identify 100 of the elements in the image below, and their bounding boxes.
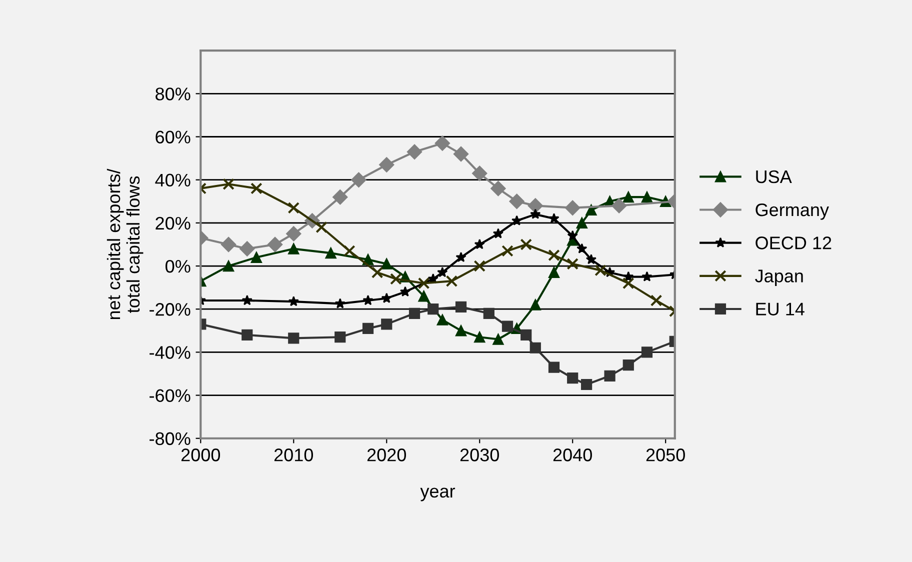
point <box>474 260 486 272</box>
point <box>222 178 234 190</box>
legend-label: OECD 12 <box>756 236 832 250</box>
y-tick-label: 60% <box>156 130 190 144</box>
x-tick-label: 2050 <box>646 448 685 462</box>
point <box>622 360 634 371</box>
point <box>641 346 653 358</box>
point <box>288 296 299 306</box>
point <box>455 325 467 336</box>
point <box>371 266 384 278</box>
point <box>586 254 597 264</box>
x-tick-label: 2000 <box>181 448 220 462</box>
x-tick-label: 2030 <box>460 448 499 462</box>
y-tick-label: -80% <box>150 432 190 446</box>
y-tick-label: -60% <box>150 389 190 402</box>
point <box>437 266 448 278</box>
legend-label: EU 14 <box>756 302 804 316</box>
point <box>446 275 458 287</box>
point <box>242 329 253 341</box>
point <box>492 334 504 345</box>
point <box>381 258 392 270</box>
point <box>548 266 560 278</box>
point <box>474 332 486 343</box>
point <box>472 166 488 181</box>
point <box>622 277 634 290</box>
point <box>222 260 234 272</box>
point <box>580 378 592 390</box>
point <box>400 286 411 296</box>
point <box>242 294 252 306</box>
x-tick-label: 2010 <box>274 448 314 462</box>
point <box>288 202 300 214</box>
point <box>250 252 262 263</box>
point <box>406 144 422 160</box>
point <box>436 314 448 326</box>
point <box>453 146 469 162</box>
point <box>548 362 560 373</box>
y-tick-label: 0% <box>166 260 190 273</box>
point <box>250 182 262 194</box>
point <box>362 322 374 334</box>
point <box>511 215 522 226</box>
legend-label: USA <box>756 170 792 184</box>
y-tick-label: -20% <box>150 303 190 316</box>
point <box>576 217 588 228</box>
point <box>220 236 236 252</box>
point <box>530 208 541 219</box>
point <box>325 248 336 259</box>
y-tick-label: 80% <box>156 88 190 100</box>
point <box>455 301 467 312</box>
point <box>474 238 485 250</box>
point <box>288 332 300 344</box>
point <box>641 192 653 203</box>
y-axis-title: net capital exports/ total capital flows <box>106 168 144 320</box>
point <box>502 320 514 332</box>
point <box>650 294 662 306</box>
point <box>622 192 634 203</box>
point <box>520 329 532 341</box>
point <box>576 243 588 254</box>
point <box>509 194 524 209</box>
point <box>316 221 328 234</box>
point <box>362 294 374 306</box>
x-tick-label: 2020 <box>367 448 406 462</box>
point <box>520 238 532 250</box>
point <box>530 342 541 354</box>
point <box>604 370 616 382</box>
point <box>483 308 494 319</box>
y-tick-label: 20% <box>156 216 190 230</box>
point <box>548 249 560 262</box>
point <box>490 180 506 196</box>
point <box>642 271 652 282</box>
point <box>528 198 543 214</box>
point <box>288 243 300 254</box>
point <box>586 204 597 216</box>
point <box>267 236 283 252</box>
point <box>548 213 560 224</box>
point <box>390 273 402 285</box>
point <box>332 190 348 205</box>
point <box>456 252 466 262</box>
point <box>565 200 580 216</box>
point <box>381 318 392 330</box>
y-tick-label: 40% <box>155 174 190 187</box>
legend-label: Germany <box>756 203 829 220</box>
point <box>567 372 578 384</box>
point <box>381 292 392 303</box>
point <box>428 304 439 315</box>
point <box>408 308 420 319</box>
point <box>344 245 356 257</box>
point <box>351 172 366 188</box>
point <box>418 290 430 302</box>
point <box>434 136 450 151</box>
point <box>530 299 541 310</box>
point <box>379 157 394 172</box>
point <box>334 332 346 343</box>
point <box>612 198 627 214</box>
point <box>566 258 578 270</box>
point <box>418 277 430 290</box>
point <box>502 245 514 257</box>
point <box>492 228 504 238</box>
point <box>567 230 578 240</box>
point <box>240 241 255 256</box>
x-tick-label: 2040 <box>553 448 592 462</box>
